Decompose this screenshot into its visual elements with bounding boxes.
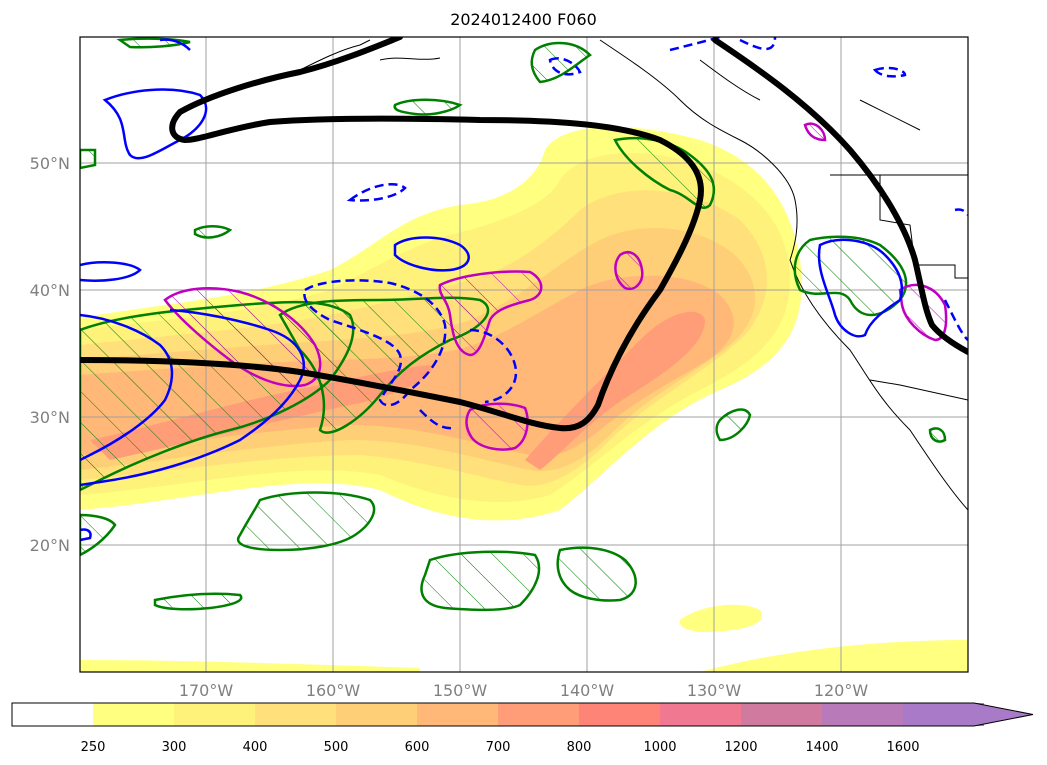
colorbar-tick-label: 400 — [243, 740, 268, 755]
colorbar-cell — [741, 703, 822, 726]
map-frame — [79, 36, 969, 673]
lat-label-40: 40°N — [30, 281, 70, 300]
shade-south-e — [700, 640, 968, 672]
lat-label-30: 30°N — [30, 408, 70, 427]
shade-south — [80, 660, 420, 672]
colorbar-tick-label: 600 — [405, 740, 430, 755]
colorbar-outline — [11, 702, 1034, 727]
lon-label-120w: 120°W — [814, 681, 869, 700]
lon-label-150w: 150°W — [433, 681, 488, 700]
shade-south-blob — [679, 604, 762, 632]
latitude-labels: 50°N 40°N 30°N 20°N — [30, 154, 70, 555]
colorbar-tick-label: 1600 — [886, 740, 919, 755]
colorbar-tick-label: 500 — [324, 740, 349, 755]
blue-solid-contours — [80, 38, 904, 542]
lon-label-140w: 140°W — [560, 681, 615, 700]
colorbar-cell — [417, 703, 498, 726]
coastlines — [299, 39, 968, 511]
colorbar-cell — [579, 703, 660, 726]
blue-dashed-contours — [303, 37, 968, 430]
colorbar-tick-label: 800 — [567, 740, 592, 755]
colorbar-cell — [336, 703, 417, 726]
colorbar-cell — [498, 703, 579, 726]
thick-black-contour — [80, 37, 968, 432]
longitude-labels: 170°W 160°W 150°W 140°W 130°W 120°W — [179, 681, 869, 700]
colorbar-extend-triangle — [903, 703, 1033, 726]
colorbar-tick-label: 300 — [162, 740, 187, 755]
colorbar-cell — [660, 703, 741, 726]
colorbar-cell — [822, 703, 903, 726]
lon-label-130w: 130°W — [687, 681, 742, 700]
colorbar: 250 300 400 500 600 700 800 1000 1200 1400 1600 — [11, 702, 1034, 755]
colorbar-cell — [93, 703, 174, 726]
colorbar-cell — [255, 703, 336, 726]
colorbar-tick-label: 1400 — [805, 740, 838, 755]
colorbar-cell — [174, 703, 255, 726]
colorbar-tick-label: 700 — [486, 740, 511, 755]
colorbar-tick-label: 1200 — [724, 740, 757, 755]
colorbar-tick-label: 1000 — [643, 740, 676, 755]
colorbar-tick-label: 250 — [81, 740, 106, 755]
lon-label-170w: 170°W — [179, 681, 234, 700]
lon-label-160w: 160°W — [306, 681, 361, 700]
lat-label-20: 20°N — [30, 536, 70, 555]
lat-label-50: 50°N — [30, 154, 70, 173]
map-title: 2024012400 F060 — [450, 10, 597, 29]
colorbar-cell — [12, 703, 93, 726]
